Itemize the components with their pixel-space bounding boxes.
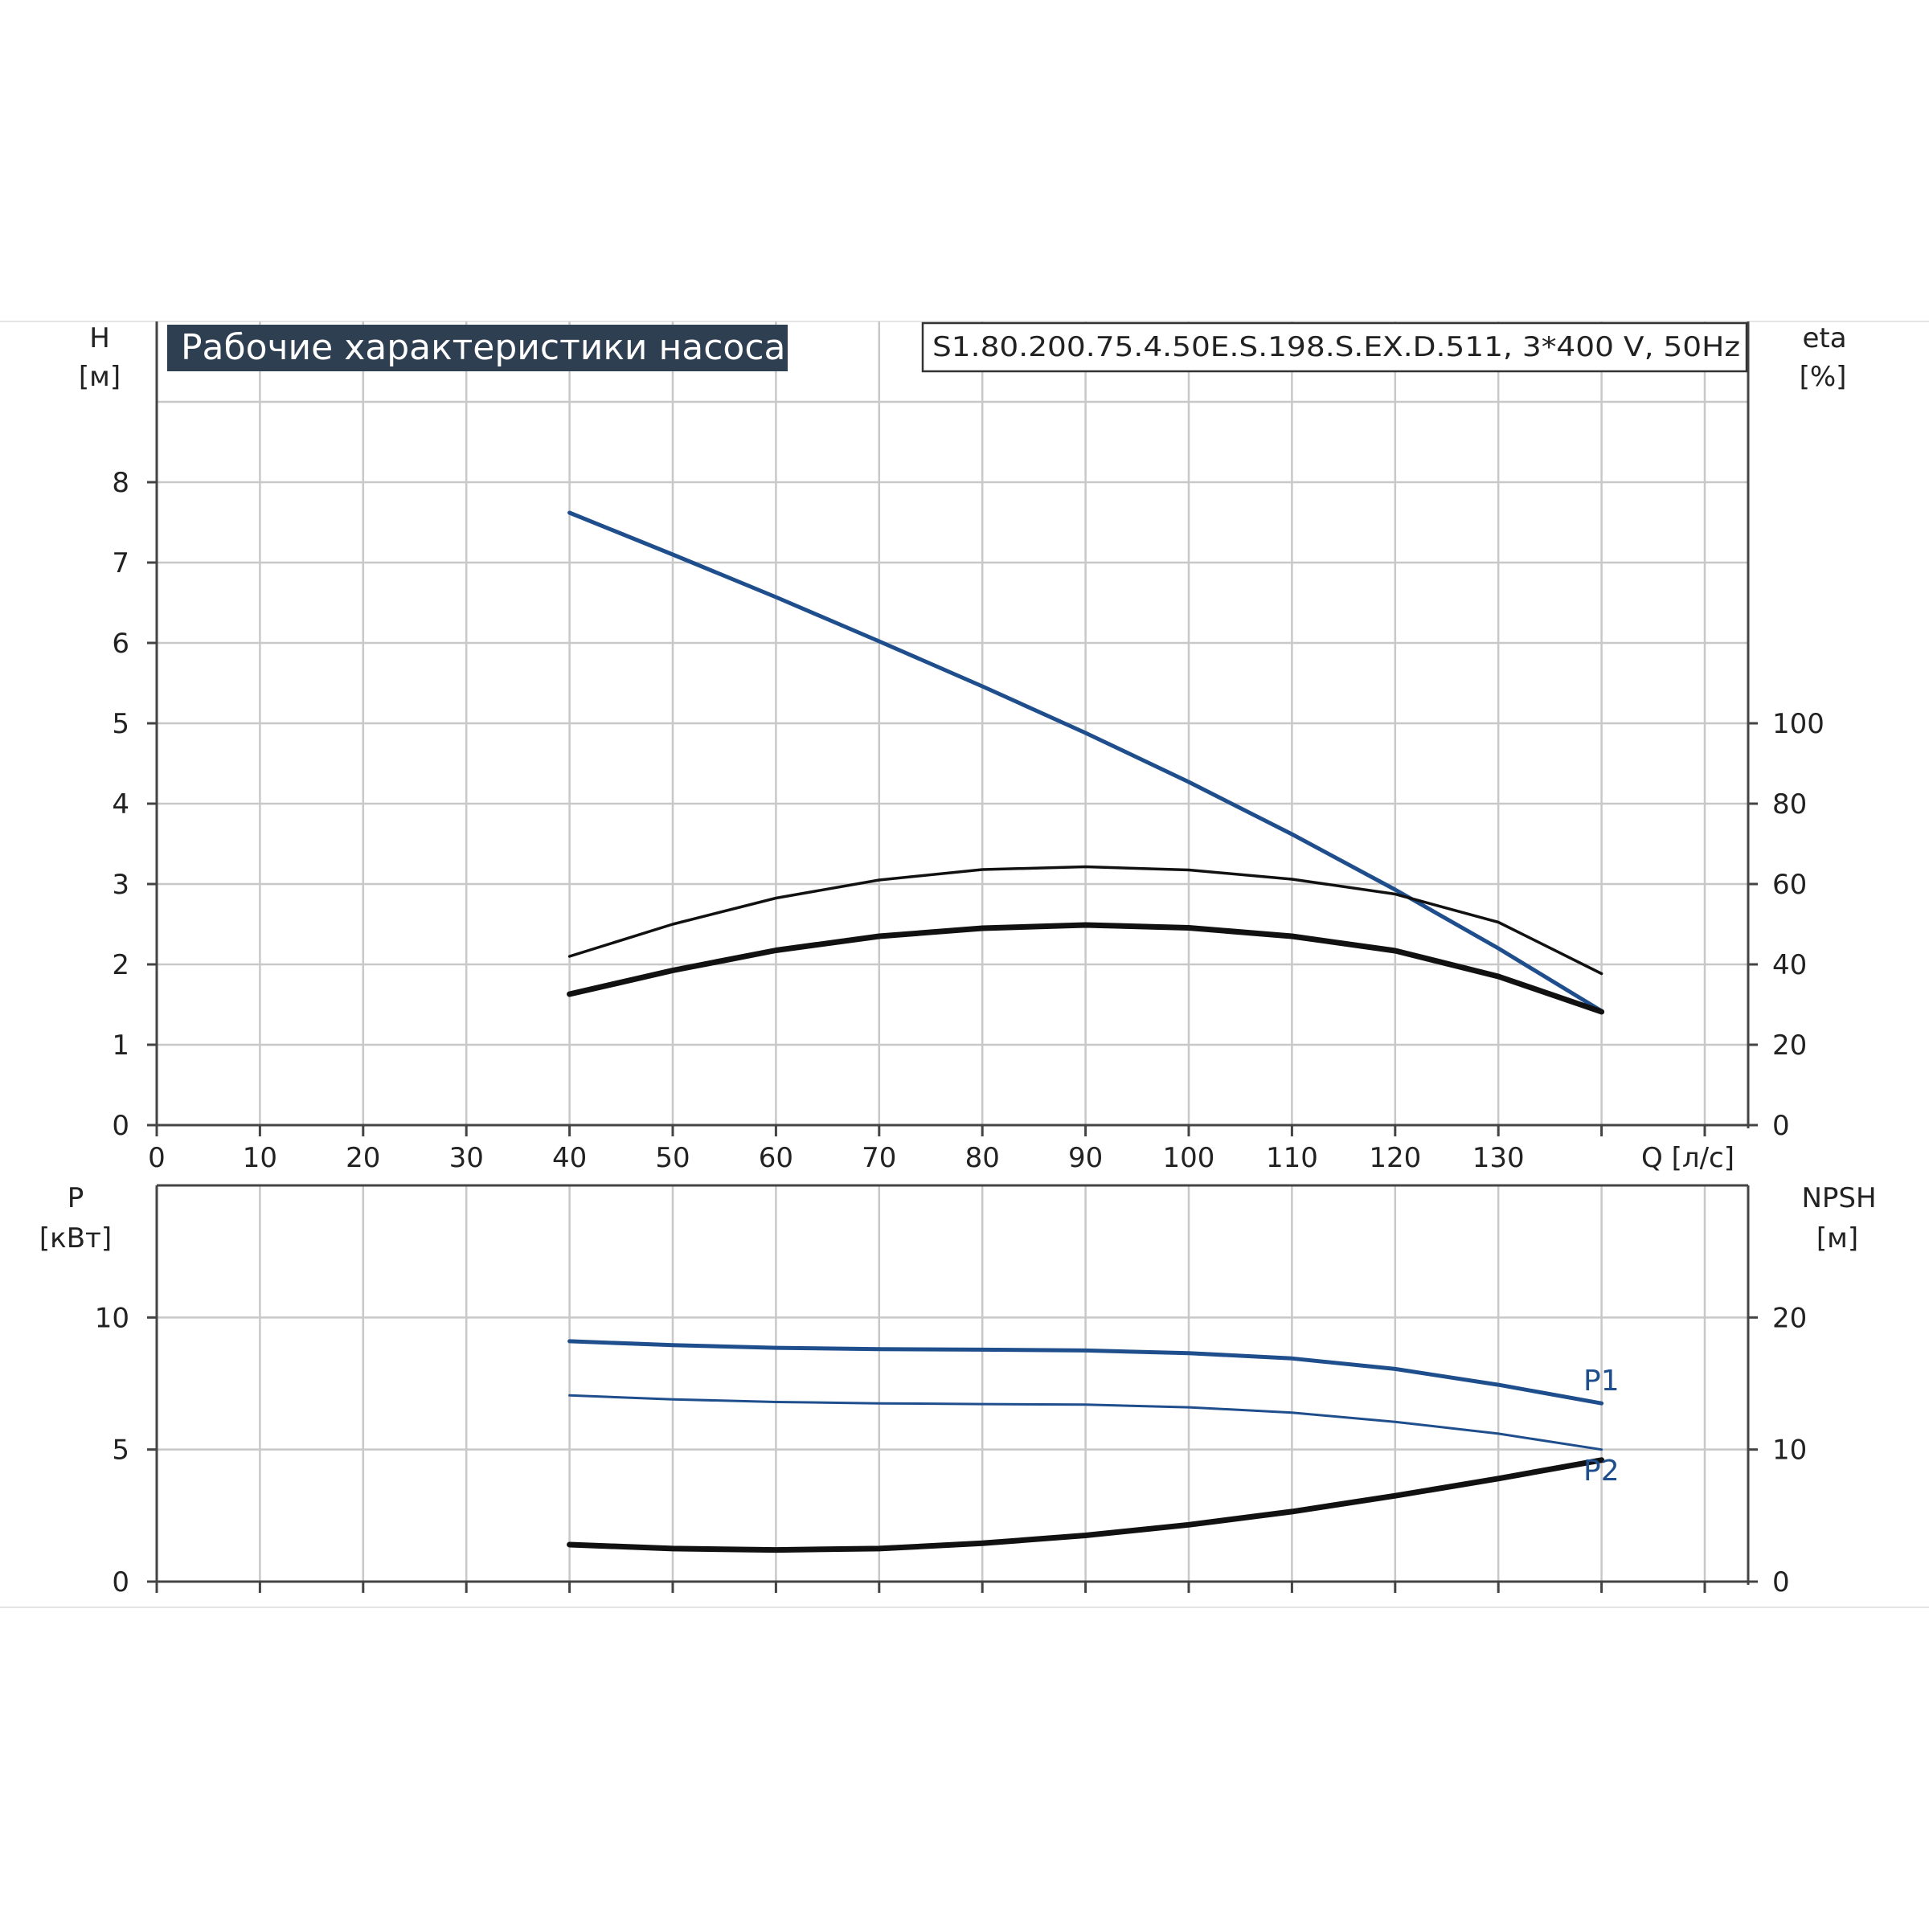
left-tick-label: 5 — [112, 1435, 129, 1467]
x-tick-label: 80 — [965, 1142, 1000, 1174]
x-tick-label: 20 — [346, 1142, 380, 1174]
left-tick-label: 8 — [112, 467, 129, 499]
x-tick-label: 10 — [243, 1142, 277, 1174]
x-tick-label: 0 — [148, 1142, 166, 1174]
left-tick-label: 5 — [112, 708, 129, 740]
right-tick-label: 10 — [1772, 1435, 1807, 1467]
x-tick-label: 60 — [759, 1142, 793, 1174]
x-tick-label: 90 — [1068, 1142, 1103, 1174]
right-tick-label: 20 — [1772, 1029, 1807, 1062]
p-axis-unit: [кВт] — [39, 1222, 112, 1255]
right-tick-label: 0 — [1772, 1110, 1790, 1142]
eta-axis-title: eta — [1802, 322, 1846, 354]
x-tick-label: 70 — [862, 1142, 896, 1174]
right-tick-label: 40 — [1772, 949, 1807, 981]
chart-title: Рабочие характеристики насоса — [181, 327, 785, 368]
npsh-axis-title: NPSH — [1801, 1182, 1876, 1214]
model-label-box — [921, 321, 1748, 373]
head-efficiency-series-2-curve — [567, 922, 1605, 1015]
x-tick-label: 110 — [1266, 1142, 1318, 1174]
grid-layer — [157, 321, 1748, 1582]
right-tick-label: 0 — [1772, 1566, 1790, 1598]
head-efficiency-series-1-curve — [567, 865, 1603, 976]
title-box — [167, 325, 788, 371]
right-tick-label: 100 — [1772, 708, 1825, 740]
left-tick-label: 6 — [112, 628, 129, 660]
x-tick-label: 40 — [552, 1142, 587, 1174]
h-axis-unit: [м] — [79, 361, 121, 393]
left-tick-label: 0 — [112, 1110, 129, 1142]
left-tick-label: 10 — [95, 1302, 129, 1334]
power-npsh-series-2-curve — [567, 1457, 1605, 1553]
p1-series-label: P1 — [1583, 1365, 1620, 1398]
x-tick-label: 30 — [449, 1142, 484, 1174]
q-axis-title: Q [л/с] — [1641, 1142, 1734, 1174]
p2-series-label: P2 — [1583, 1455, 1620, 1488]
p2-curve — [568, 1394, 1603, 1451]
h-axis-title: H — [89, 322, 110, 354]
eta-axis-unit: [%] — [1800, 361, 1847, 393]
left-tick-label: 2 — [112, 949, 129, 981]
x-tick-label: 50 — [655, 1142, 690, 1174]
npsh-axis-unit: [м] — [1816, 1222, 1858, 1255]
x-tick-label: 120 — [1369, 1142, 1421, 1174]
head-efficiency-series-0-curve — [567, 510, 1604, 1013]
left-tick-label: 3 — [112, 869, 129, 901]
right-tick-label: 20 — [1772, 1302, 1807, 1334]
left-tick-label: 0 — [112, 1566, 129, 1598]
left-tick-label: 1 — [112, 1029, 129, 1062]
p1-curve — [567, 1339, 1604, 1406]
x-tick-label: 130 — [1472, 1142, 1525, 1174]
p-axis-title: P — [68, 1182, 84, 1214]
right-tick-label: 80 — [1772, 788, 1807, 821]
model-label: S1.80.200.75.4.50E.S.198.S.EX.D.511, 3*4… — [932, 331, 1740, 363]
x-tick-label: 100 — [1163, 1142, 1215, 1174]
left-tick-label: 7 — [112, 547, 129, 579]
series-layer — [567, 510, 1605, 1553]
left-tick-label: 4 — [112, 788, 129, 821]
right-tick-label: 60 — [1772, 869, 1807, 901]
